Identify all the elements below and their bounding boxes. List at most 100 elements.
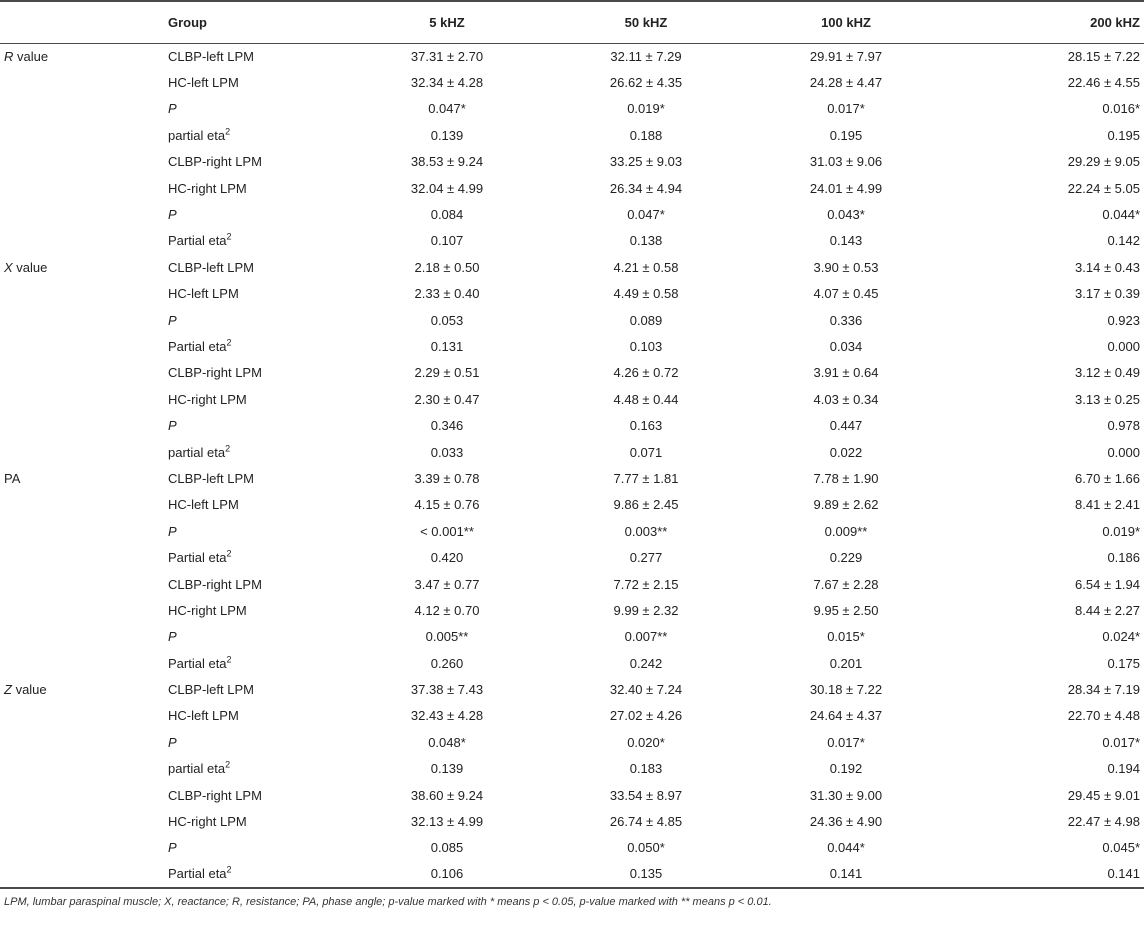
group-text: CLBP-left LPM xyxy=(168,48,254,64)
value-cell: 0.447 xyxy=(829,418,863,434)
table-row: HC-left LPM 2.33 ± 0.40 4.49 ± 0.58 4.07 ± … xyxy=(0,281,1144,307)
group-text: CLBP-right LPM xyxy=(168,787,262,803)
measure-label xyxy=(0,360,168,386)
group-superscript: 2 xyxy=(225,126,231,137)
table-row: HC-right LPM 4.12 ± 0.70 9.99 ± 2.32 9.95 ±… xyxy=(0,597,1144,623)
measure-label xyxy=(0,782,168,808)
value-cell: 0.020* xyxy=(627,734,665,750)
group-label: CLBP-left LPM xyxy=(168,43,348,69)
value-cell: 0.135 xyxy=(546,861,746,889)
measure-symbol: R xyxy=(4,48,14,64)
group-text: P xyxy=(168,840,177,856)
table-row: Partial eta2 0.106 0.135 0.141 0.141 xyxy=(0,861,1144,889)
value-cell: 22.46 ± 4.55 xyxy=(1067,75,1140,91)
group-label: Partial eta2 xyxy=(168,861,348,889)
value-cell: 0.089 xyxy=(629,312,663,328)
group-text: P xyxy=(168,734,177,750)
value-cell: 28.15 ± 7.22 xyxy=(1067,48,1140,64)
group-label: P xyxy=(168,412,348,438)
value-cell: 22.47 ± 4.98 xyxy=(1067,814,1140,830)
table-row: HC-left LPM 32.43 ± 4.28 27.02 ± 4.26 24.64… xyxy=(0,703,1144,729)
value-cell: 0.019* xyxy=(1102,523,1140,539)
value-cell: 22.24 ± 5.05 xyxy=(1067,180,1140,196)
group-text: CLBP-left LPM xyxy=(168,259,254,275)
table-row: Partial eta2 0.260 0.242 0.201 0.175 xyxy=(0,650,1144,676)
value-cell: 7.77 ± 1.81 xyxy=(613,470,679,486)
group-text: HC-left LPM xyxy=(168,286,239,302)
measure-label xyxy=(0,281,168,307)
value-cell: 3.39 ± 0.78 xyxy=(414,470,480,486)
group-text: P xyxy=(168,523,177,539)
value-cell: 0.016* xyxy=(1102,101,1140,117)
value-cell: 26.34 ± 4.94 xyxy=(609,180,683,196)
value-cell: 0.195 xyxy=(1107,127,1140,143)
table-row: CLBP-right LPM 3.47 ± 0.77 7.72 ± 2.15 7.67… xyxy=(0,571,1144,597)
value-cell: 30.18 ± 7.22 xyxy=(809,682,883,698)
table-row: HC-left LPM 32.34 ± 4.28 26.62 ± 4.35 24.28… xyxy=(0,69,1144,95)
group-label: HC-left LPM xyxy=(168,281,348,307)
group-label: HC-left LPM xyxy=(168,492,348,518)
value-cell: 0.175 xyxy=(1107,655,1140,671)
value-cell: 0.138 xyxy=(629,233,663,249)
group-text: P xyxy=(168,312,177,328)
value-cell: 3.13 ± 0.25 xyxy=(1075,391,1140,407)
table-row: Partial eta2 0.420 0.277 0.229 0.186 xyxy=(0,544,1144,570)
table-row: P < 0.001** 0.003** 0.009** 0.019* xyxy=(0,518,1144,544)
value-cell: 0.139 xyxy=(430,761,464,777)
value-cell: 3.17 ± 0.39 xyxy=(1075,286,1140,302)
value-cell: 8.41 ± 2.41 xyxy=(1075,497,1140,513)
table-row: PA CLBP-left LPM 3.39 ± 0.78 7.77 ± 1.81 7.7… xyxy=(0,465,1144,491)
value-cell: 0.141 xyxy=(746,861,946,889)
table-row: P 0.005** 0.007** 0.015* 0.024* xyxy=(0,624,1144,650)
group-text: CLBP-left LPM xyxy=(168,682,254,698)
value-cell: 0.048* xyxy=(428,734,466,750)
value-cell: 29.91 ± 7.97 xyxy=(809,48,883,64)
value-cell: 33.25 ± 9.03 xyxy=(609,154,683,170)
measure-label: X value xyxy=(0,254,168,280)
group-label: CLBP-left LPM xyxy=(168,676,348,702)
value-cell: 0.022 xyxy=(829,444,863,460)
value-cell: 0.009** xyxy=(824,523,868,539)
group-label: CLBP-left LPM xyxy=(168,254,348,280)
value-cell: 0.000 xyxy=(1107,444,1140,460)
value-cell: 4.21 ± 0.58 xyxy=(613,259,679,275)
group-label: P xyxy=(168,729,348,755)
value-cell: 3.14 ± 0.43 xyxy=(1075,259,1140,275)
value-cell: 32.40 ± 7.24 xyxy=(609,682,683,698)
table-row: HC-left LPM 4.15 ± 0.76 9.86 ± 2.45 9.89 ± … xyxy=(0,492,1144,518)
value-cell: 9.86 ± 2.45 xyxy=(613,497,679,513)
value-cell: 32.43 ± 4.28 xyxy=(410,708,484,724)
value-cell: 0.017* xyxy=(827,101,865,117)
value-cell: 0.084 xyxy=(430,207,464,223)
measure-label xyxy=(0,122,168,148)
value-cell: 28.34 ± 7.19 xyxy=(1067,682,1140,698)
value-cell: 4.49 ± 0.58 xyxy=(613,286,679,302)
table-row: Partial eta2 0.107 0.138 0.143 0.142 xyxy=(0,228,1144,254)
value-cell: 0.163 xyxy=(629,418,663,434)
value-cell: 3.90 ± 0.53 xyxy=(813,259,879,275)
group-text: partial eta xyxy=(168,444,226,460)
value-cell: 0.107 xyxy=(430,233,464,249)
group-text: HC-left LPM xyxy=(168,75,239,91)
table-row: P 0.085 0.050* 0.044* 0.045* xyxy=(0,835,1144,861)
table-row: P 0.346 0.163 0.447 0.978 xyxy=(0,412,1144,438)
value-cell: 0.000 xyxy=(1107,338,1140,354)
table-row: Partial eta2 0.131 0.103 0.034 0.000 xyxy=(0,333,1144,359)
value-cell: 0.005** xyxy=(425,629,469,645)
group-superscript: 2 xyxy=(226,654,232,665)
measure-suffix: value xyxy=(13,48,49,64)
table-row: X value CLBP-left LPM 2.18 ± 0.50 4.21 ± 0.… xyxy=(0,254,1144,280)
group-text: CLBP-right LPM xyxy=(168,154,262,170)
measure-symbol: PA xyxy=(4,470,21,486)
measure-label xyxy=(0,703,168,729)
group-label: CLBP-right LPM xyxy=(168,571,348,597)
value-cell: 0.194 xyxy=(1107,761,1140,777)
table-row: partial eta2 0.033 0.071 0.022 0.000 xyxy=(0,439,1144,465)
group-label: partial eta2 xyxy=(168,122,348,148)
value-cell: 2.29 ± 0.51 xyxy=(414,365,480,381)
measure-label xyxy=(0,201,168,227)
group-label: P xyxy=(168,201,348,227)
value-cell: 0.050* xyxy=(627,840,665,856)
group-text: CLBP-right LPM xyxy=(168,576,262,592)
value-cell: 0.277 xyxy=(629,550,663,566)
